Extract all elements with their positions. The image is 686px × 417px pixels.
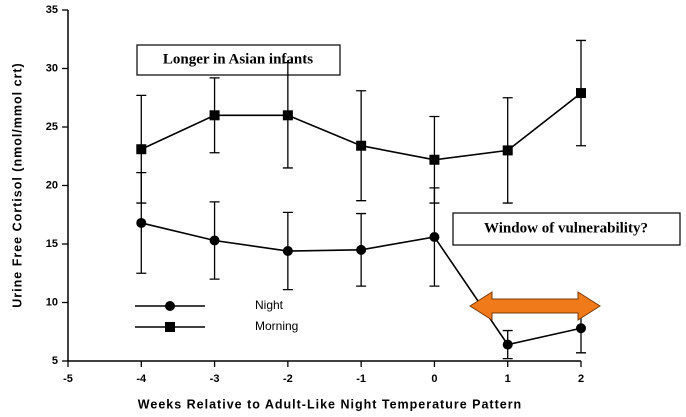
y-tick-label: 35: [46, 4, 58, 16]
x-axis-label: Weeks Relative to Adult-Like Night Tempe…: [138, 397, 522, 411]
x-tick-label: -1: [356, 373, 366, 385]
y-tick-label: 10: [46, 296, 58, 308]
marker: [136, 217, 147, 228]
marker: [429, 154, 440, 165]
annotation-box: [136, 44, 341, 76]
marker: [209, 110, 220, 121]
annotation: Longer in Asian infants: [163, 51, 313, 67]
y-tick-label: 5: [52, 355, 58, 367]
y-tick-label: 30: [46, 62, 58, 74]
legend-label: Morning: [255, 319, 298, 333]
marker: [136, 144, 147, 155]
marker: [429, 231, 440, 242]
vulnerability-arrow: [469, 291, 601, 321]
marker: [209, 235, 220, 246]
marker: [576, 88, 586, 99]
annotation: Window of vulnerability?: [484, 220, 648, 236]
x-tick-label: -5: [63, 373, 73, 385]
marker: [356, 244, 367, 255]
y-axis-label: Urine Free Cortisol (nmol/mmol crt): [10, 62, 24, 307]
x-tick-label: -2: [283, 373, 293, 385]
legend-label: Night: [255, 298, 284, 312]
x-tick-label: 1: [505, 373, 511, 385]
marker: [282, 110, 293, 121]
y-tick-label: 25: [46, 121, 58, 133]
y-tick-label: 15: [46, 238, 58, 250]
legend-marker: [165, 322, 175, 332]
marker: [282, 246, 293, 257]
x-tick-label: 0: [431, 373, 437, 385]
marker: [502, 339, 513, 350]
legend-marker: [165, 301, 175, 311]
x-tick-label: -3: [210, 373, 220, 385]
annotation-box: [452, 212, 681, 246]
y-tick-label: 20: [46, 179, 58, 191]
marker: [356, 140, 367, 151]
marker: [576, 323, 586, 334]
x-tick-label: -4: [136, 373, 147, 385]
marker: [502, 145, 513, 156]
x-tick-label: 2: [578, 373, 584, 385]
